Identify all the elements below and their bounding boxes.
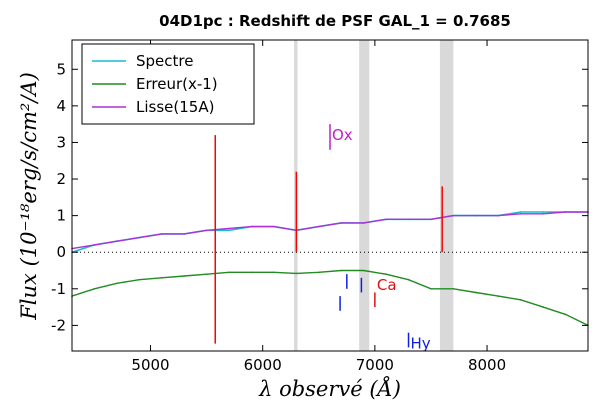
red-emission-spikes bbox=[214, 135, 443, 344]
data-point-s2-20 bbox=[519, 212, 522, 215]
y-tick-label-2: 0 bbox=[56, 243, 66, 261]
annotation-label-0: Ox bbox=[332, 126, 353, 144]
data-point-s2-18 bbox=[475, 214, 477, 217]
data-point-s1-22 bbox=[564, 313, 567, 316]
data-point-s1-4 bbox=[160, 277, 163, 279]
data-point-s1-19 bbox=[497, 295, 500, 297]
y-tick-label-3: 1 bbox=[56, 207, 66, 225]
y-tick-label-4: 2 bbox=[56, 170, 66, 188]
data-point-s1-8 bbox=[250, 271, 253, 274]
plot-frame bbox=[71, 39, 589, 352]
data-point-s2-12 bbox=[340, 222, 343, 224]
data-point-s2-7 bbox=[228, 227, 230, 230]
y-tick-label-5: 3 bbox=[56, 133, 66, 151]
annotation-label-2: Hy bbox=[411, 335, 431, 353]
x-axis-label: λ observé (Å) bbox=[258, 376, 401, 400]
data-point-s2-13 bbox=[362, 222, 365, 224]
legend-label-lisse: Lisse(15A) bbox=[136, 98, 214, 116]
shaded-band-2 bbox=[439, 40, 454, 351]
data-point-s1-1 bbox=[93, 288, 96, 290]
data-point-s2-3 bbox=[138, 236, 141, 239]
data-point-s2-8 bbox=[250, 225, 253, 228]
data-point-s2-16 bbox=[430, 218, 432, 221]
data-point-s1-7 bbox=[228, 271, 230, 274]
x-tick-label-3: 8000 bbox=[468, 356, 506, 374]
y-axis-label: Flux (10⁻¹⁸erg/s/cm²/A) bbox=[17, 72, 41, 321]
legend-label-erreur: Erreur(x-1) bbox=[136, 75, 218, 93]
data-point-s2-4 bbox=[160, 233, 163, 235]
y-tick-label-0: -2 bbox=[51, 316, 66, 334]
chart-title: 04D1pc : Redshift de PSF GAL_1 = 0.7685 bbox=[159, 12, 511, 30]
data-point-s2-2 bbox=[116, 240, 118, 243]
data-point-s2-15 bbox=[407, 218, 410, 221]
data-point-s2-1 bbox=[93, 244, 96, 246]
data-point-s1-21 bbox=[542, 306, 544, 308]
data-point-s1-14 bbox=[385, 273, 387, 275]
data-point-s2-5 bbox=[183, 233, 185, 235]
data-point-s2-22 bbox=[564, 211, 567, 213]
x-tick-label-1: 6000 bbox=[244, 356, 282, 374]
data-point-s1-18 bbox=[475, 291, 477, 294]
data-point-s2-19 bbox=[497, 214, 500, 217]
series-line-2 bbox=[71, 211, 588, 250]
legend: Spectre Erreur(x-1) Lisse(15A) bbox=[81, 43, 255, 125]
data-point-s2-6 bbox=[205, 229, 208, 232]
x-tick-label-2: 7000 bbox=[356, 356, 394, 374]
data-point-s0-20 bbox=[519, 211, 522, 213]
shaded-band-1 bbox=[359, 40, 370, 351]
data-point-s2-21 bbox=[542, 212, 544, 215]
data-point-s1-2 bbox=[116, 282, 118, 285]
data-point-s1-11 bbox=[317, 271, 320, 274]
legend-label-spectre: Spectre bbox=[136, 52, 193, 70]
data-series bbox=[71, 211, 589, 327]
data-point-s1-9 bbox=[273, 271, 275, 274]
data-point-s2-17 bbox=[452, 214, 455, 217]
data-point-s2-14 bbox=[385, 218, 387, 221]
data-point-s1-13 bbox=[362, 269, 365, 272]
annotation-label-1: Ca bbox=[377, 276, 397, 294]
series-line-1 bbox=[71, 269, 589, 327]
data-point-s1-10 bbox=[295, 272, 298, 275]
data-point-s1-3 bbox=[138, 278, 141, 281]
data-point-s1-20 bbox=[519, 298, 522, 301]
data-point-s0-7 bbox=[228, 229, 230, 232]
y-tick-label-7: 5 bbox=[56, 60, 66, 78]
y-tick-label-1: -1 bbox=[51, 280, 66, 298]
data-point-s1-15 bbox=[407, 278, 410, 281]
data-point-s2-11 bbox=[317, 225, 320, 228]
x-axis-ticks: 5000 6000 7000 8000 bbox=[131, 40, 506, 374]
x-tick-label-0: 5000 bbox=[131, 356, 169, 374]
data-point-s2-9 bbox=[273, 225, 275, 228]
data-point-s1-6 bbox=[205, 273, 208, 275]
y-axis-ticks: -2 -1 0 1 2 3 4 5 bbox=[51, 60, 588, 334]
data-point-s1-17 bbox=[452, 288, 455, 290]
data-point-s1-12 bbox=[340, 269, 343, 272]
line-annotations: Ox Ca Hy bbox=[329, 124, 431, 353]
data-point-s1-16 bbox=[430, 288, 432, 290]
data-point-s1-5 bbox=[183, 275, 185, 277]
y-tick-label-6: 4 bbox=[56, 97, 66, 115]
data-point-s0-21 bbox=[542, 211, 544, 213]
